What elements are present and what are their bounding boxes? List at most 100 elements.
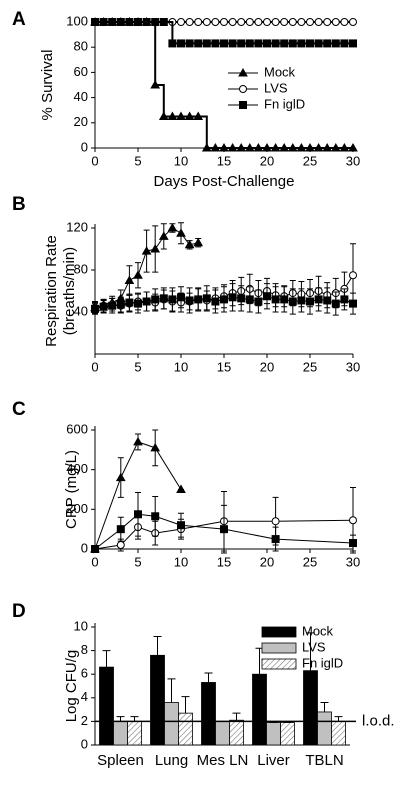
- data-point: [185, 296, 194, 305]
- data-point: [245, 18, 254, 26]
- y-tick-label: 8: [81, 642, 88, 657]
- data-point: [331, 39, 340, 48]
- data-point: [331, 18, 340, 26]
- y-tick-label: 60: [74, 64, 88, 79]
- data-point: [142, 18, 151, 26]
- bar: [331, 721, 346, 746]
- data-point: [228, 18, 237, 26]
- data-point: [194, 295, 203, 304]
- data-point: [288, 297, 297, 306]
- data-point: [330, 142, 341, 152]
- data-point: [220, 295, 228, 304]
- data-point: [202, 18, 211, 26]
- bar: [201, 682, 216, 746]
- panel-label: B: [12, 194, 26, 215]
- x-tick-label: 20: [260, 554, 274, 569]
- y-tick-label: 100: [66, 13, 88, 28]
- data-point: [340, 39, 349, 48]
- data-point: [340, 295, 349, 304]
- y-tick-label: 0: [81, 139, 88, 154]
- data-point: [185, 18, 194, 26]
- y-tick-label: 80: [74, 261, 88, 276]
- data-point: [184, 239, 195, 249]
- bar: [113, 721, 128, 746]
- data-point: [297, 18, 306, 26]
- data-point: [262, 142, 272, 152]
- data-point: [125, 298, 134, 307]
- data-point: [133, 270, 143, 279]
- x-tick-label: 0: [91, 153, 98, 168]
- bar: [127, 721, 142, 746]
- data-point: [323, 39, 332, 48]
- data-point: [322, 142, 333, 152]
- x-tick-label: 15: [217, 554, 231, 569]
- data-point: [99, 18, 108, 26]
- data-point: [116, 525, 125, 534]
- legend-swatch: [261, 642, 297, 654]
- data-point: [150, 442, 161, 452]
- y-tick-label: 20: [74, 114, 88, 129]
- error-bar: [204, 672, 213, 683]
- data-point: [177, 39, 185, 48]
- x-tick-label: 5: [134, 153, 141, 168]
- legend-marker: [239, 85, 247, 93]
- legend-label: Mock: [264, 64, 296, 79]
- data-point: [280, 39, 289, 48]
- x-axis-label: Days Post-Challenge: [154, 173, 295, 190]
- bar: [164, 702, 179, 746]
- data-point: [228, 39, 237, 48]
- data-point: [210, 142, 221, 152]
- x-tick-label: 20: [260, 153, 274, 168]
- error-bar: [181, 696, 190, 714]
- legend-marker: [238, 67, 248, 77]
- data-point: [349, 539, 357, 548]
- data-point: [280, 18, 289, 26]
- data-point: [125, 18, 134, 26]
- data-point: [263, 292, 271, 301]
- data-point: [124, 275, 135, 284]
- data-point: [323, 296, 332, 305]
- data-point: [236, 142, 247, 152]
- legend-label: Mock: [302, 623, 334, 638]
- error-bar: [167, 678, 176, 703]
- data-point: [288, 39, 297, 48]
- data-point: [158, 111, 169, 120]
- y-axis-label: Log CFU/g: [63, 650, 80, 723]
- data-point: [263, 39, 271, 48]
- legend-swatch: [261, 658, 297, 670]
- y-tick-label: 0: [81, 540, 88, 555]
- data-point: [168, 39, 177, 48]
- data-point: [167, 111, 178, 120]
- data-point: [244, 142, 255, 152]
- y-tick-label: 600: [66, 421, 88, 436]
- data-point: [219, 142, 229, 152]
- x-tick-label: 10: [174, 359, 188, 374]
- data-point: [227, 142, 238, 152]
- data-point: [150, 79, 161, 89]
- x-tick-label: 0: [91, 359, 98, 374]
- bar: [252, 673, 267, 746]
- data-point: [253, 142, 264, 152]
- data-point: [220, 525, 228, 534]
- data-point: [193, 237, 204, 247]
- data-point: [220, 18, 228, 26]
- data-point: [116, 18, 125, 26]
- data-point: [151, 295, 160, 304]
- x-tick-label: TBLN: [305, 752, 343, 769]
- error-bar: [153, 635, 162, 656]
- lod-label: l.o.d.: [362, 712, 395, 729]
- data-point: [271, 39, 280, 48]
- series-line: [94, 519, 354, 550]
- data-point: [314, 39, 323, 48]
- data-point: [184, 111, 195, 120]
- data-point: [254, 297, 263, 306]
- x-tick-label: 10: [174, 153, 188, 168]
- data-point: [91, 304, 99, 313]
- data-point: [158, 231, 169, 240]
- data-point: [237, 39, 246, 48]
- data-point: [306, 297, 314, 306]
- data-point: [151, 512, 160, 521]
- legend-label: LVS: [264, 80, 288, 95]
- legend-swatch: [261, 626, 297, 638]
